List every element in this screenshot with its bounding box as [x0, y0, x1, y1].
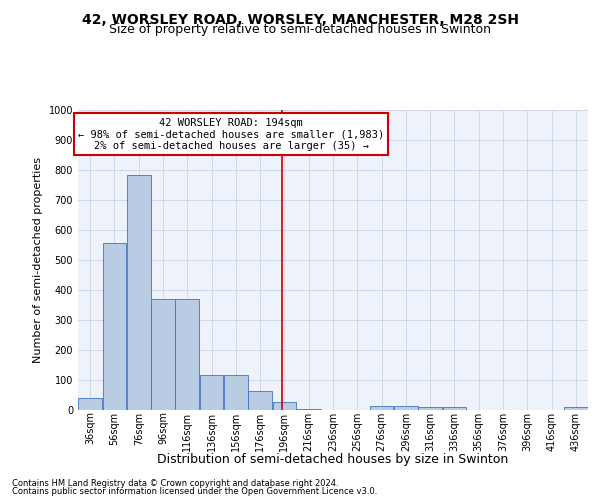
Bar	[443, 407, 466, 410]
Bar	[175, 299, 199, 410]
Y-axis label: Number of semi-detached properties: Number of semi-detached properties	[33, 157, 43, 363]
Bar	[370, 406, 394, 410]
Bar	[248, 390, 272, 410]
Bar	[224, 374, 248, 410]
Text: Contains HM Land Registry data © Crown copyright and database right 2024.: Contains HM Land Registry data © Crown c…	[12, 478, 338, 488]
Bar	[103, 242, 126, 410]
Bar	[127, 174, 151, 410]
Bar	[151, 299, 175, 410]
Bar	[564, 407, 587, 410]
Bar	[418, 407, 442, 410]
Bar	[297, 408, 320, 410]
Bar	[79, 398, 102, 410]
Text: Distribution of semi-detached houses by size in Swinton: Distribution of semi-detached houses by …	[157, 452, 509, 466]
Text: 42, WORSLEY ROAD, WORSLEY, MANCHESTER, M28 2SH: 42, WORSLEY ROAD, WORSLEY, MANCHESTER, M…	[82, 12, 518, 26]
Bar	[272, 402, 296, 410]
Text: 42 WORSLEY ROAD: 194sqm
← 98% of semi-detached houses are smaller (1,983)
2% of : 42 WORSLEY ROAD: 194sqm ← 98% of semi-de…	[78, 118, 384, 150]
Text: Contains public sector information licensed under the Open Government Licence v3: Contains public sector information licen…	[12, 487, 377, 496]
Bar	[200, 374, 223, 410]
Bar	[394, 406, 418, 410]
Text: Size of property relative to semi-detached houses in Swinton: Size of property relative to semi-detach…	[109, 22, 491, 36]
